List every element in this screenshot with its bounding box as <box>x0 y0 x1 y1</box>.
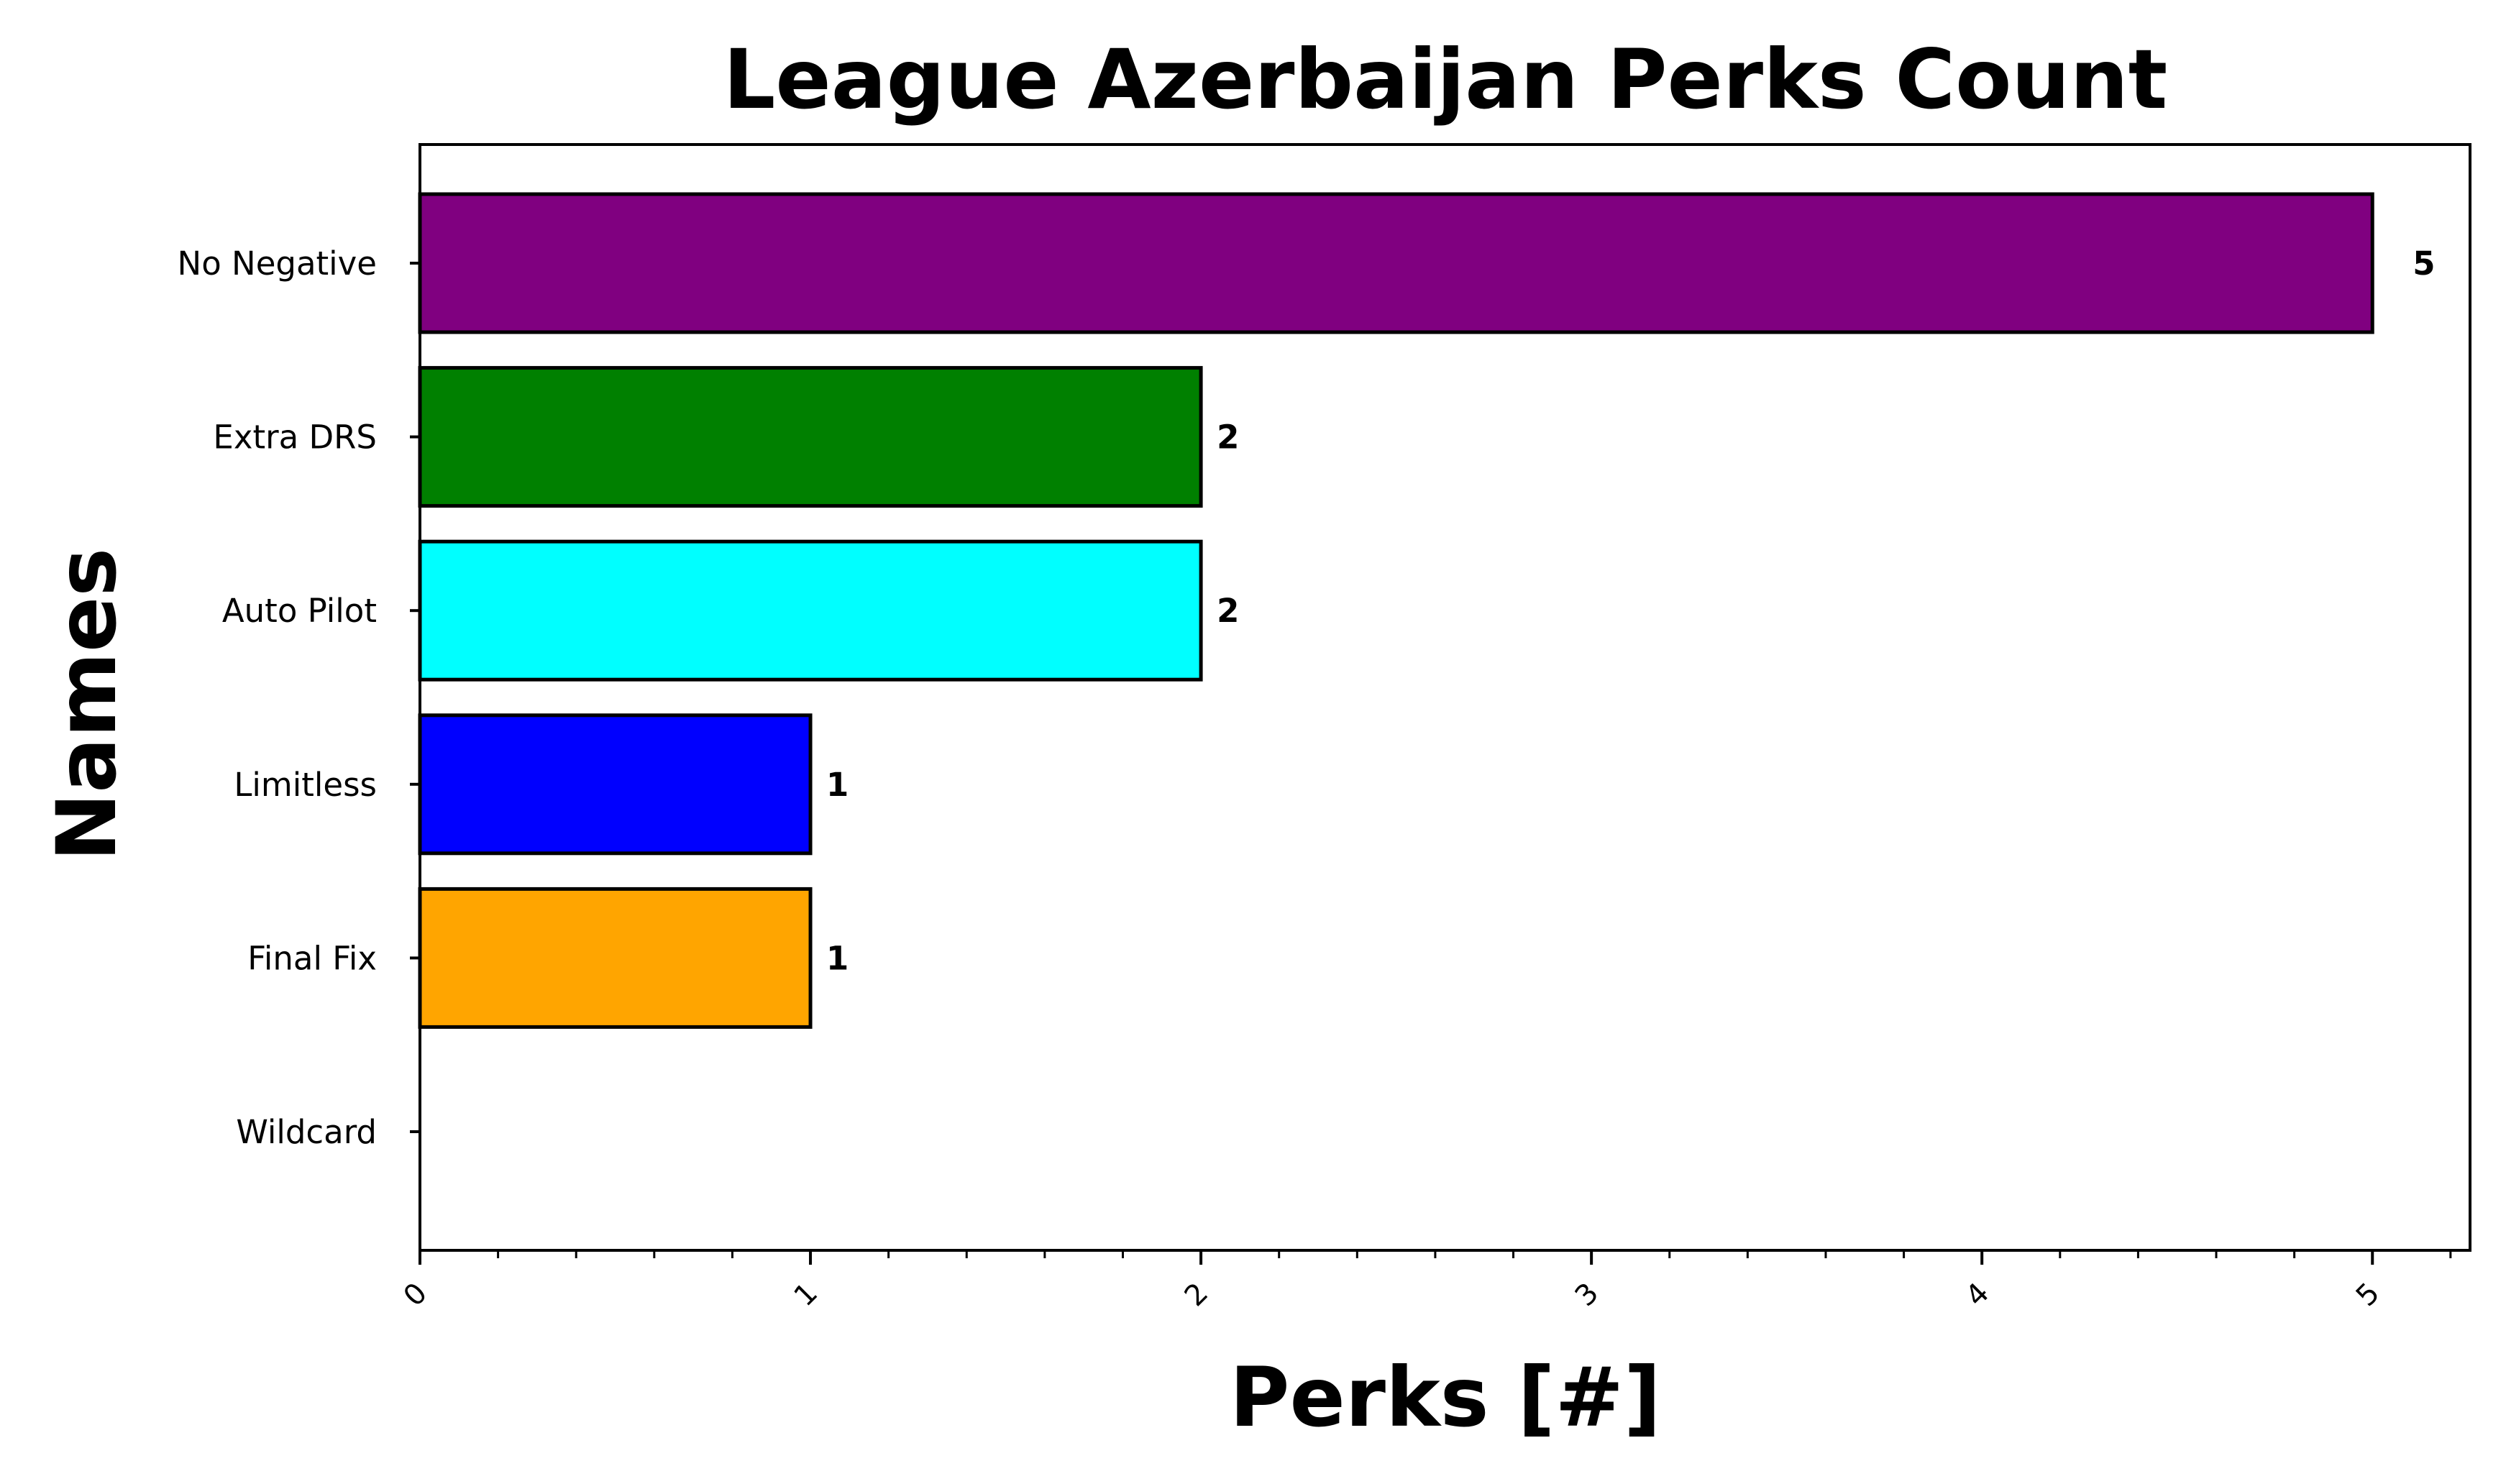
value-label-limitless: 1 <box>826 766 849 804</box>
x-tick-label-5: 5 <box>2350 1277 2387 1314</box>
x-tick-label-3: 3 <box>1569 1277 1606 1314</box>
y-tick-label-wildcard: Wildcard <box>236 1113 377 1151</box>
bar-extra-drs <box>418 366 1203 508</box>
x-tick-label-0: 0 <box>398 1277 434 1314</box>
plot-area-frame <box>419 143 2471 1252</box>
y-axis-label: Names <box>39 548 134 861</box>
bars-group <box>418 192 2374 1201</box>
bar-auto-pilot <box>418 539 1203 682</box>
y-axis-ticks: No Negative Extra DRS Auto Pilot Limitless F… <box>178 244 420 1151</box>
y-tick-label-no-negative: No Negative <box>178 244 377 283</box>
x-axis-ticks: 0 1 2 3 4 5 <box>398 1250 2452 1314</box>
x-tick-label-1: 1 <box>788 1277 825 1314</box>
y-tick-label-auto-pilot: Auto Pilot <box>222 592 377 630</box>
value-label-auto-pilot: 2 <box>1217 592 1239 630</box>
value-label-no-negative: 5 <box>2413 244 2435 283</box>
bar-no-negative <box>418 192 2374 334</box>
value-label-extra-drs: 2 <box>1217 418 1239 457</box>
x-axis-label: Perks [#] <box>1230 1350 1661 1445</box>
value-label-final-fix: 1 <box>826 939 849 977</box>
value-labels-group: 5 2 2 1 1 <box>826 244 2436 977</box>
chart-title: League Azerbaijan Perks Count <box>723 32 2167 127</box>
y-tick-label-final-fix: Final Fix <box>247 939 377 977</box>
x-tick-label-4: 4 <box>1959 1277 1996 1314</box>
x-tick-label-2: 2 <box>1179 1277 1215 1314</box>
y-tick-label-limitless: Limitless <box>234 766 377 804</box>
bar-final-fix <box>418 887 813 1029</box>
y-tick-label-extra-drs: Extra DRS <box>213 418 377 457</box>
bar-limitless <box>418 713 813 856</box>
